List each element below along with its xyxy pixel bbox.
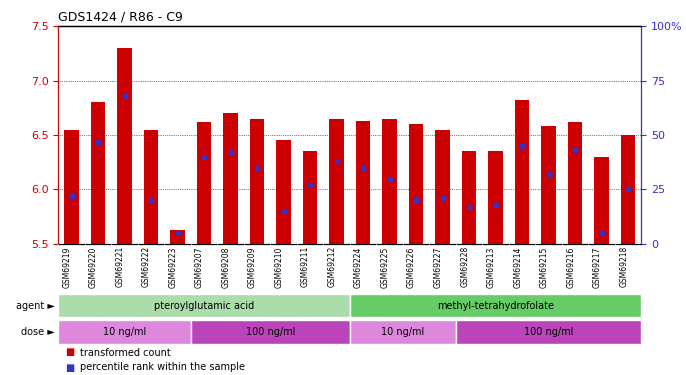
Bar (197, 122, 211, 244)
Bar (382, 118, 397, 244)
Bar (621, 135, 635, 244)
Bar (462, 151, 476, 244)
Text: 10 ng/ml: 10 ng/ml (381, 327, 425, 337)
Text: GSM69216: GSM69216 (566, 246, 575, 288)
Bar (350, 294, 641, 317)
Text: GSM69211: GSM69211 (301, 246, 310, 287)
Bar (541, 126, 556, 244)
Bar (329, 118, 344, 244)
Text: GSM69226: GSM69226 (407, 246, 416, 288)
Text: GSM69221: GSM69221 (115, 246, 125, 287)
Text: GSM69218: GSM69218 (619, 246, 628, 287)
Bar (515, 100, 530, 244)
Bar (356, 121, 370, 244)
Text: GSM69215: GSM69215 (540, 246, 549, 288)
Bar (224, 113, 238, 244)
Bar (456, 320, 641, 344)
Bar (144, 130, 158, 244)
Bar (91, 102, 106, 244)
Bar (594, 157, 609, 244)
Bar (409, 124, 423, 244)
Text: GSM69217: GSM69217 (593, 246, 602, 288)
Bar (191, 320, 350, 344)
Text: 10 ng/ml: 10 ng/ml (103, 327, 146, 337)
Text: GSM69224: GSM69224 (354, 246, 363, 288)
Text: percentile rank within the sample: percentile rank within the sample (80, 363, 246, 372)
Text: GSM69209: GSM69209 (248, 246, 257, 288)
Bar (117, 48, 132, 244)
Text: GSM69220: GSM69220 (89, 246, 98, 288)
Text: GSM69222: GSM69222 (142, 246, 151, 287)
Text: GSM69219: GSM69219 (62, 246, 71, 288)
Text: GSM69228: GSM69228 (460, 246, 469, 287)
Text: GSM69207: GSM69207 (195, 246, 204, 288)
Text: 100 ng/ml: 100 ng/ml (246, 327, 295, 337)
Text: GSM69227: GSM69227 (434, 246, 442, 288)
Text: GSM69213: GSM69213 (486, 246, 496, 288)
Bar (170, 230, 185, 244)
Bar (350, 320, 456, 344)
Text: GSM69214: GSM69214 (513, 246, 522, 288)
Bar (250, 118, 264, 244)
Bar (64, 130, 79, 244)
Text: agent ►: agent ► (16, 301, 55, 310)
Text: GSM69212: GSM69212 (328, 246, 337, 287)
Text: GSM69223: GSM69223 (169, 246, 178, 288)
Bar (436, 130, 450, 244)
Text: GSM69225: GSM69225 (381, 246, 390, 288)
Bar (303, 151, 318, 244)
Bar (488, 151, 503, 244)
Text: pteroylglutamic acid: pteroylglutamic acid (154, 301, 255, 310)
Bar (276, 140, 291, 244)
Text: GSM69208: GSM69208 (222, 246, 230, 288)
Text: ■: ■ (65, 348, 74, 357)
Text: ■: ■ (65, 363, 74, 372)
Bar (58, 320, 191, 344)
Bar (568, 122, 582, 244)
Text: 100 ng/ml: 100 ng/ml (524, 327, 573, 337)
Text: transformed count: transformed count (80, 348, 171, 357)
Text: GSM69210: GSM69210 (274, 246, 283, 288)
Text: dose ►: dose ► (21, 327, 55, 337)
Text: GDS1424 / R86 - C9: GDS1424 / R86 - C9 (58, 11, 183, 24)
Bar (58, 294, 350, 317)
Text: methyl-tetrahydrofolate: methyl-tetrahydrofolate (437, 301, 554, 310)
